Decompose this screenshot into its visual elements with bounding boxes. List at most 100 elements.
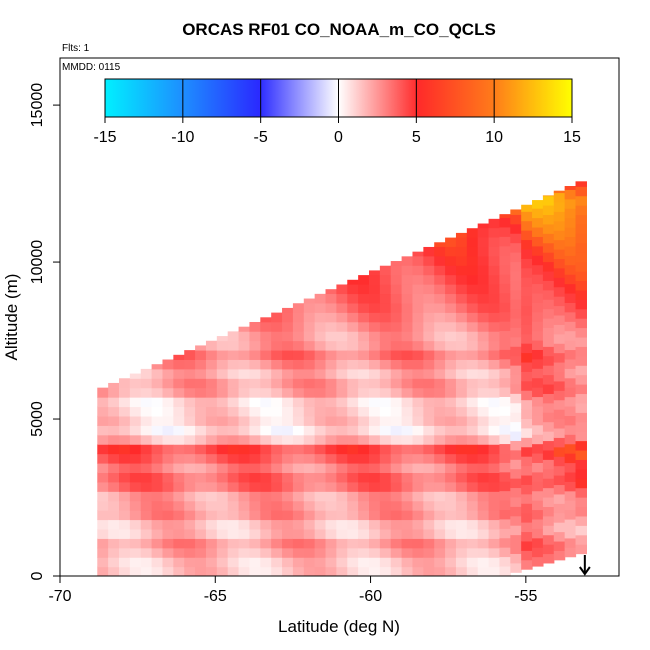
heatmap-cell xyxy=(205,481,218,492)
heatmap-cell xyxy=(466,566,479,576)
heatmap-cell xyxy=(325,415,337,426)
heatmap-cell xyxy=(423,246,435,257)
heatmap-cell xyxy=(521,230,533,241)
heatmap-cell xyxy=(542,233,555,244)
heatmap-cell xyxy=(532,387,544,398)
heatmap-cell xyxy=(238,462,251,473)
heatmap-cell xyxy=(542,544,555,555)
heatmap-cell xyxy=(455,425,468,436)
heatmap-cell xyxy=(140,387,153,398)
colorbar-tick-label: -5 xyxy=(254,129,268,146)
heatmap-cell xyxy=(532,236,544,247)
heatmap-cell xyxy=(162,453,174,464)
heatmap-cell xyxy=(412,557,424,568)
heatmap-cell xyxy=(532,518,544,529)
heatmap-cell xyxy=(325,359,337,370)
heatmap-cell xyxy=(412,293,424,304)
heatmap-cell xyxy=(379,397,392,408)
heatmap-cell xyxy=(434,284,446,295)
heatmap-cell xyxy=(575,346,587,357)
heatmap-cell xyxy=(499,214,511,219)
heatmap-cell xyxy=(260,500,272,511)
heatmap-cell xyxy=(423,265,435,276)
heatmap-cell xyxy=(466,510,479,521)
heatmap-cell xyxy=(282,500,294,511)
heatmap-cell xyxy=(553,390,566,401)
heatmap-cell xyxy=(260,547,272,558)
heatmap-cell xyxy=(390,472,403,483)
heatmap-cell xyxy=(249,359,261,370)
heatmap-cell xyxy=(249,444,261,455)
heatmap-cell xyxy=(108,538,120,549)
heatmap-cell xyxy=(195,557,207,568)
heatmap-cell xyxy=(499,537,511,548)
heatmap-cell xyxy=(553,503,566,514)
heatmap-cell xyxy=(227,387,240,398)
heatmap-cell xyxy=(488,321,501,332)
heatmap-cell xyxy=(532,452,544,463)
y-tick-label: 10000 xyxy=(29,240,46,285)
heatmap-cell xyxy=(97,472,109,483)
heatmap-cell xyxy=(488,472,501,483)
heatmap-cell xyxy=(532,377,544,388)
heatmap-cell xyxy=(195,444,207,455)
heatmap-cell xyxy=(488,434,501,445)
heatmap-cell xyxy=(347,462,359,473)
heatmap-cell xyxy=(369,349,381,360)
heatmap-cell xyxy=(369,444,381,455)
heatmap-cell xyxy=(216,349,229,360)
heatmap-cell xyxy=(532,292,544,303)
heatmap-cell xyxy=(477,265,490,276)
heatmap-cell xyxy=(521,559,533,570)
heatmap-cell xyxy=(119,491,131,502)
heatmap-cell xyxy=(271,538,283,549)
heatmap-cell xyxy=(216,547,229,558)
heatmap-cell xyxy=(303,462,316,473)
heatmap-cell xyxy=(488,312,501,323)
heatmap-cell xyxy=(195,472,207,483)
heatmap-cell xyxy=(336,331,348,342)
heatmap-cell xyxy=(521,211,533,222)
heatmap-cell xyxy=(129,481,142,492)
heatmap-cell xyxy=(488,368,501,379)
heatmap-cell xyxy=(532,368,544,379)
heatmap-cell xyxy=(564,405,577,416)
heatmap-cell xyxy=(455,519,468,530)
heatmap-cell xyxy=(260,453,272,464)
heatmap-cell xyxy=(336,312,348,323)
heatmap-cell xyxy=(553,361,566,373)
heatmap-cell xyxy=(434,557,446,568)
heatmap-cell xyxy=(434,472,446,483)
heatmap-cell xyxy=(379,274,392,285)
heatmap-cell xyxy=(314,519,327,530)
heatmap-cell xyxy=(499,339,511,350)
heatmap-cell xyxy=(542,327,555,338)
plot-frame xyxy=(59,57,620,577)
heatmap-cell xyxy=(510,289,522,300)
heatmap-cell xyxy=(129,406,142,417)
heatmap-cell xyxy=(488,246,501,257)
heatmap-cell xyxy=(434,425,446,436)
heatmap-cell xyxy=(521,550,533,561)
heatmap-cell xyxy=(227,406,240,417)
heatmap-cell xyxy=(336,397,348,408)
heatmap-cell xyxy=(303,500,316,511)
heatmap-cell xyxy=(227,453,240,464)
heatmap-cell xyxy=(314,444,327,455)
heatmap-cell xyxy=(205,368,218,379)
heatmap-cell xyxy=(227,425,240,436)
heatmap-cell xyxy=(358,349,370,360)
heatmap-cell xyxy=(282,566,294,576)
heatmap-cell xyxy=(358,397,370,408)
heatmap-cell xyxy=(195,378,207,389)
heatmap-cell xyxy=(521,248,533,259)
heatmap-cell xyxy=(401,312,414,323)
heatmap-cell xyxy=(227,415,240,426)
heatmap-cell xyxy=(271,425,283,436)
heatmap-cell xyxy=(260,359,272,370)
heatmap-cell xyxy=(455,444,468,455)
heatmap-cell xyxy=(542,195,555,197)
heatmap-cell xyxy=(445,397,457,408)
heatmap-cell xyxy=(97,453,109,464)
